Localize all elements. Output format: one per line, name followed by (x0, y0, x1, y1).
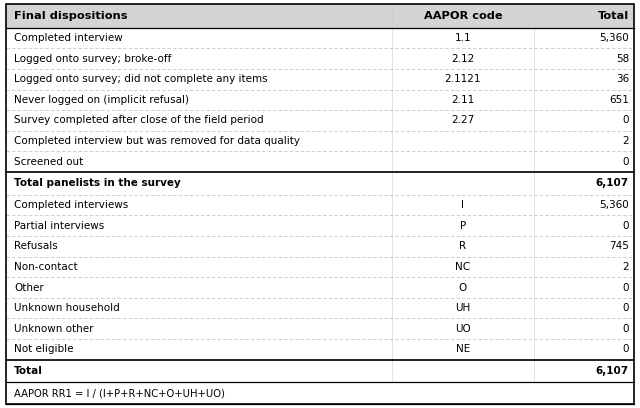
Text: O: O (459, 282, 467, 293)
Text: AAPOR code: AAPOR code (424, 11, 502, 21)
Bar (6, 298, 634, 318)
Text: I: I (461, 200, 465, 210)
Text: Unknown household: Unknown household (14, 303, 120, 313)
Text: 0: 0 (623, 344, 629, 355)
Text: AAPOR RR1 = I / (I+P+R+NC+O+UH+UO): AAPOR RR1 = I / (I+P+R+NC+O+UH+UO) (14, 388, 225, 398)
Text: Completed interviews: Completed interviews (14, 200, 128, 210)
Text: UH: UH (455, 303, 470, 313)
Text: 36: 36 (616, 74, 629, 84)
Bar (6, 257, 634, 277)
Bar (6, 360, 634, 382)
Text: Partial interviews: Partial interviews (14, 221, 104, 231)
Text: 5,360: 5,360 (599, 200, 629, 210)
Text: Total: Total (14, 366, 43, 376)
Bar (6, 131, 634, 151)
Bar (6, 4, 634, 28)
Text: Non-contact: Non-contact (14, 262, 77, 272)
Text: 0: 0 (623, 324, 629, 334)
Text: 2.27: 2.27 (451, 115, 474, 126)
Text: Completed interview but was removed for data quality: Completed interview but was removed for … (14, 136, 300, 146)
Bar (6, 339, 634, 360)
Text: 2.12: 2.12 (451, 53, 474, 64)
Bar (6, 151, 634, 172)
Text: 0: 0 (623, 282, 629, 293)
Text: Logged onto survey; did not complete any items: Logged onto survey; did not complete any… (14, 74, 268, 84)
Text: 1.1: 1.1 (454, 33, 471, 43)
Text: 2.11: 2.11 (451, 95, 474, 105)
Text: NC: NC (455, 262, 470, 272)
Bar (6, 28, 634, 48)
Text: 6,107: 6,107 (596, 178, 629, 188)
Text: UO: UO (455, 324, 471, 334)
Text: 651: 651 (609, 95, 629, 105)
Text: Survey completed after close of the field period: Survey completed after close of the fiel… (14, 115, 264, 126)
Text: 5,360: 5,360 (599, 33, 629, 43)
Text: Other: Other (14, 282, 44, 293)
Bar (6, 236, 634, 257)
Bar (6, 195, 634, 215)
Text: 58: 58 (616, 53, 629, 64)
Text: 745: 745 (609, 241, 629, 251)
Text: 0: 0 (623, 303, 629, 313)
Bar (6, 90, 634, 110)
Text: Final dispositions: Final dispositions (14, 11, 127, 21)
Text: Screened out: Screened out (14, 157, 83, 167)
Bar (6, 318, 634, 339)
Bar (6, 215, 634, 236)
Text: Total panelists in the survey: Total panelists in the survey (14, 178, 180, 188)
Bar (6, 69, 634, 90)
Text: Refusals: Refusals (14, 241, 58, 251)
Text: 6,107: 6,107 (596, 366, 629, 376)
Text: Unknown other: Unknown other (14, 324, 93, 334)
Text: Total: Total (598, 11, 629, 21)
Bar (6, 172, 634, 195)
Text: 2: 2 (622, 262, 629, 272)
Text: 2: 2 (622, 136, 629, 146)
Text: Not eligible: Not eligible (14, 344, 74, 355)
Text: 0: 0 (623, 221, 629, 231)
Text: 0: 0 (623, 157, 629, 167)
Text: Never logged on (implicit refusal): Never logged on (implicit refusal) (14, 95, 189, 105)
Text: P: P (460, 221, 466, 231)
Text: Completed interview: Completed interview (14, 33, 123, 43)
Text: NE: NE (456, 344, 470, 355)
Bar (6, 48, 634, 69)
Bar (6, 277, 634, 298)
Text: 0: 0 (623, 115, 629, 126)
Bar (6, 382, 634, 404)
Text: Logged onto survey; broke-off: Logged onto survey; broke-off (14, 53, 172, 64)
Text: 2.1121: 2.1121 (445, 74, 481, 84)
Bar (6, 110, 634, 131)
Text: R: R (460, 241, 467, 251)
